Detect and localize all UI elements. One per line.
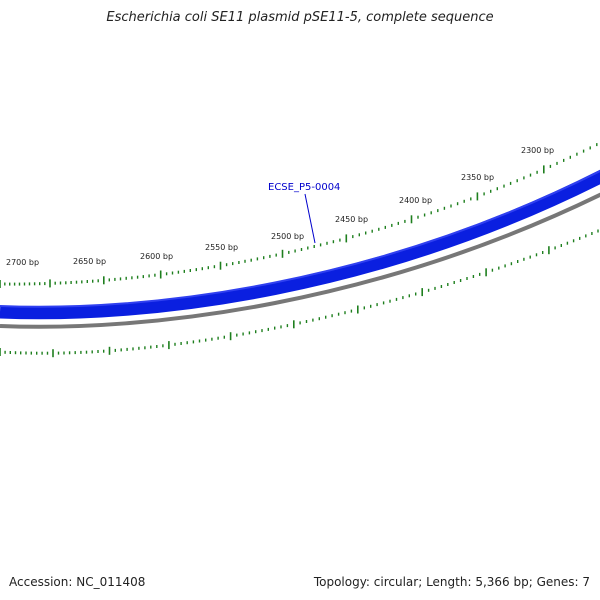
tick-label-2450: 2450 bp (335, 215, 368, 224)
gene-track[interactable] (0, 169, 600, 320)
tick-label-2650: 2650 bp (73, 257, 106, 266)
feature-label[interactable]: ECSE_P5-0004 (268, 182, 340, 193)
tick-label-2700: 2700 bp (6, 258, 39, 267)
outer-tick-ring (0, 143, 598, 288)
accession-text: Accession: NC_011408 (9, 575, 146, 589)
gene-track-highlight (0, 169, 600, 308)
sequence-summary: Topology: circular; Length: 5,366 bp; Ge… (313, 575, 590, 589)
backbone-ring (0, 192, 600, 329)
map-title: Escherichia coli SE11 plasmid pSE11-5, c… (106, 10, 494, 25)
tick-label-2500: 2500 bp (271, 232, 304, 241)
tick-label-2300: 2300 bp (521, 146, 554, 155)
tick-label-2400: 2400 bp (399, 196, 432, 205)
inner-tick-ring (0, 229, 599, 358)
tick-label-2350: 2350 bp (461, 173, 494, 182)
feature-leader-line (304, 193, 316, 244)
tick-label-2600: 2600 bp (140, 252, 173, 261)
tick-label-2550: 2550 bp (205, 243, 238, 252)
